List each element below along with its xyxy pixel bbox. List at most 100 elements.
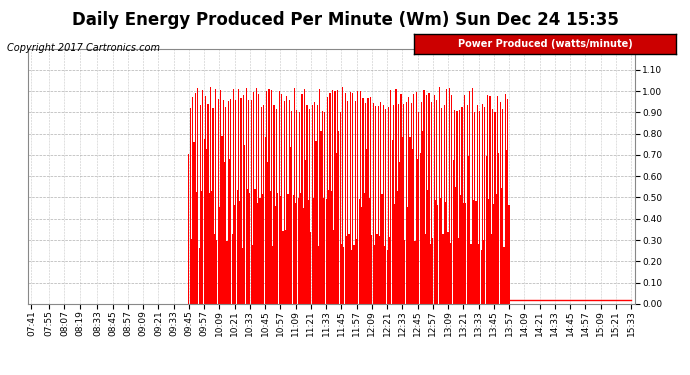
Bar bbox=[364, 193, 365, 304]
Bar bbox=[288, 100, 290, 304]
Bar bbox=[480, 250, 482, 304]
Bar bbox=[331, 191, 332, 304]
Bar bbox=[226, 241, 228, 304]
Bar bbox=[341, 244, 342, 304]
Bar bbox=[344, 93, 346, 304]
Bar bbox=[416, 92, 417, 304]
Bar bbox=[306, 105, 308, 304]
Bar bbox=[355, 101, 356, 304]
Bar bbox=[320, 131, 322, 304]
Bar bbox=[435, 200, 436, 304]
Bar bbox=[427, 190, 428, 304]
Bar bbox=[221, 136, 223, 304]
Bar bbox=[475, 201, 477, 304]
Bar bbox=[232, 234, 233, 304]
Bar bbox=[253, 92, 255, 304]
Bar bbox=[424, 234, 426, 304]
Bar bbox=[225, 107, 226, 304]
Bar bbox=[455, 188, 456, 304]
Bar bbox=[285, 230, 286, 304]
Bar bbox=[456, 111, 457, 304]
Bar bbox=[206, 149, 207, 304]
Bar bbox=[357, 91, 358, 304]
Bar bbox=[469, 91, 470, 304]
Bar bbox=[477, 105, 478, 304]
Bar bbox=[300, 193, 302, 304]
Bar bbox=[457, 238, 459, 304]
Bar bbox=[337, 90, 338, 304]
Bar bbox=[448, 88, 450, 304]
Bar bbox=[418, 112, 420, 304]
Bar bbox=[385, 110, 386, 304]
Bar bbox=[252, 245, 253, 304]
Bar bbox=[474, 112, 475, 304]
Bar bbox=[299, 112, 300, 304]
Bar bbox=[504, 94, 506, 304]
Bar bbox=[339, 112, 341, 304]
Bar bbox=[353, 245, 355, 304]
Bar bbox=[205, 96, 206, 304]
Bar bbox=[373, 103, 374, 304]
Bar bbox=[389, 237, 391, 304]
Bar bbox=[196, 192, 197, 304]
Bar bbox=[237, 190, 238, 304]
Bar bbox=[342, 87, 343, 304]
Bar bbox=[420, 153, 421, 304]
Bar bbox=[313, 198, 314, 304]
Bar bbox=[317, 105, 318, 304]
Bar bbox=[267, 162, 268, 304]
Bar bbox=[412, 148, 413, 304]
Bar bbox=[348, 234, 350, 304]
Bar bbox=[329, 93, 331, 304]
Bar bbox=[214, 234, 215, 304]
Bar bbox=[322, 111, 323, 304]
Bar bbox=[466, 105, 468, 304]
Bar bbox=[394, 204, 395, 304]
Bar bbox=[271, 90, 272, 304]
Bar bbox=[202, 90, 204, 304]
Bar bbox=[191, 238, 192, 304]
Bar bbox=[312, 105, 313, 304]
Bar bbox=[377, 106, 379, 304]
Bar bbox=[439, 87, 440, 304]
Bar bbox=[200, 105, 201, 304]
Bar bbox=[386, 250, 388, 304]
Bar bbox=[276, 109, 277, 304]
Text: Power Produced (watts/minute): Power Produced (watts/minute) bbox=[457, 39, 633, 49]
Bar bbox=[444, 105, 445, 304]
Bar bbox=[421, 102, 422, 304]
Bar bbox=[360, 91, 361, 304]
Bar bbox=[277, 194, 279, 304]
Bar bbox=[241, 248, 243, 304]
Bar bbox=[489, 96, 491, 304]
Bar bbox=[388, 106, 389, 304]
Bar bbox=[453, 160, 454, 304]
Bar bbox=[468, 156, 469, 304]
Bar bbox=[445, 202, 446, 304]
Bar bbox=[244, 145, 246, 304]
Bar bbox=[460, 195, 462, 304]
Bar bbox=[257, 203, 258, 304]
Bar bbox=[472, 88, 473, 304]
Bar bbox=[395, 88, 397, 304]
Bar bbox=[507, 99, 509, 304]
Bar bbox=[356, 238, 357, 304]
Bar bbox=[296, 110, 297, 304]
Bar bbox=[217, 99, 219, 304]
Bar bbox=[459, 110, 460, 304]
Bar bbox=[491, 234, 492, 304]
Bar bbox=[282, 231, 284, 304]
Bar bbox=[375, 106, 376, 304]
Bar bbox=[305, 160, 306, 304]
Bar bbox=[247, 189, 248, 304]
Bar bbox=[229, 159, 230, 304]
Bar bbox=[210, 87, 211, 304]
Bar bbox=[487, 95, 488, 304]
Bar bbox=[411, 103, 412, 304]
Bar bbox=[286, 96, 287, 304]
Bar bbox=[400, 94, 402, 304]
Bar bbox=[295, 202, 296, 304]
Bar bbox=[240, 98, 241, 304]
Bar bbox=[223, 100, 224, 304]
Bar bbox=[204, 140, 205, 304]
